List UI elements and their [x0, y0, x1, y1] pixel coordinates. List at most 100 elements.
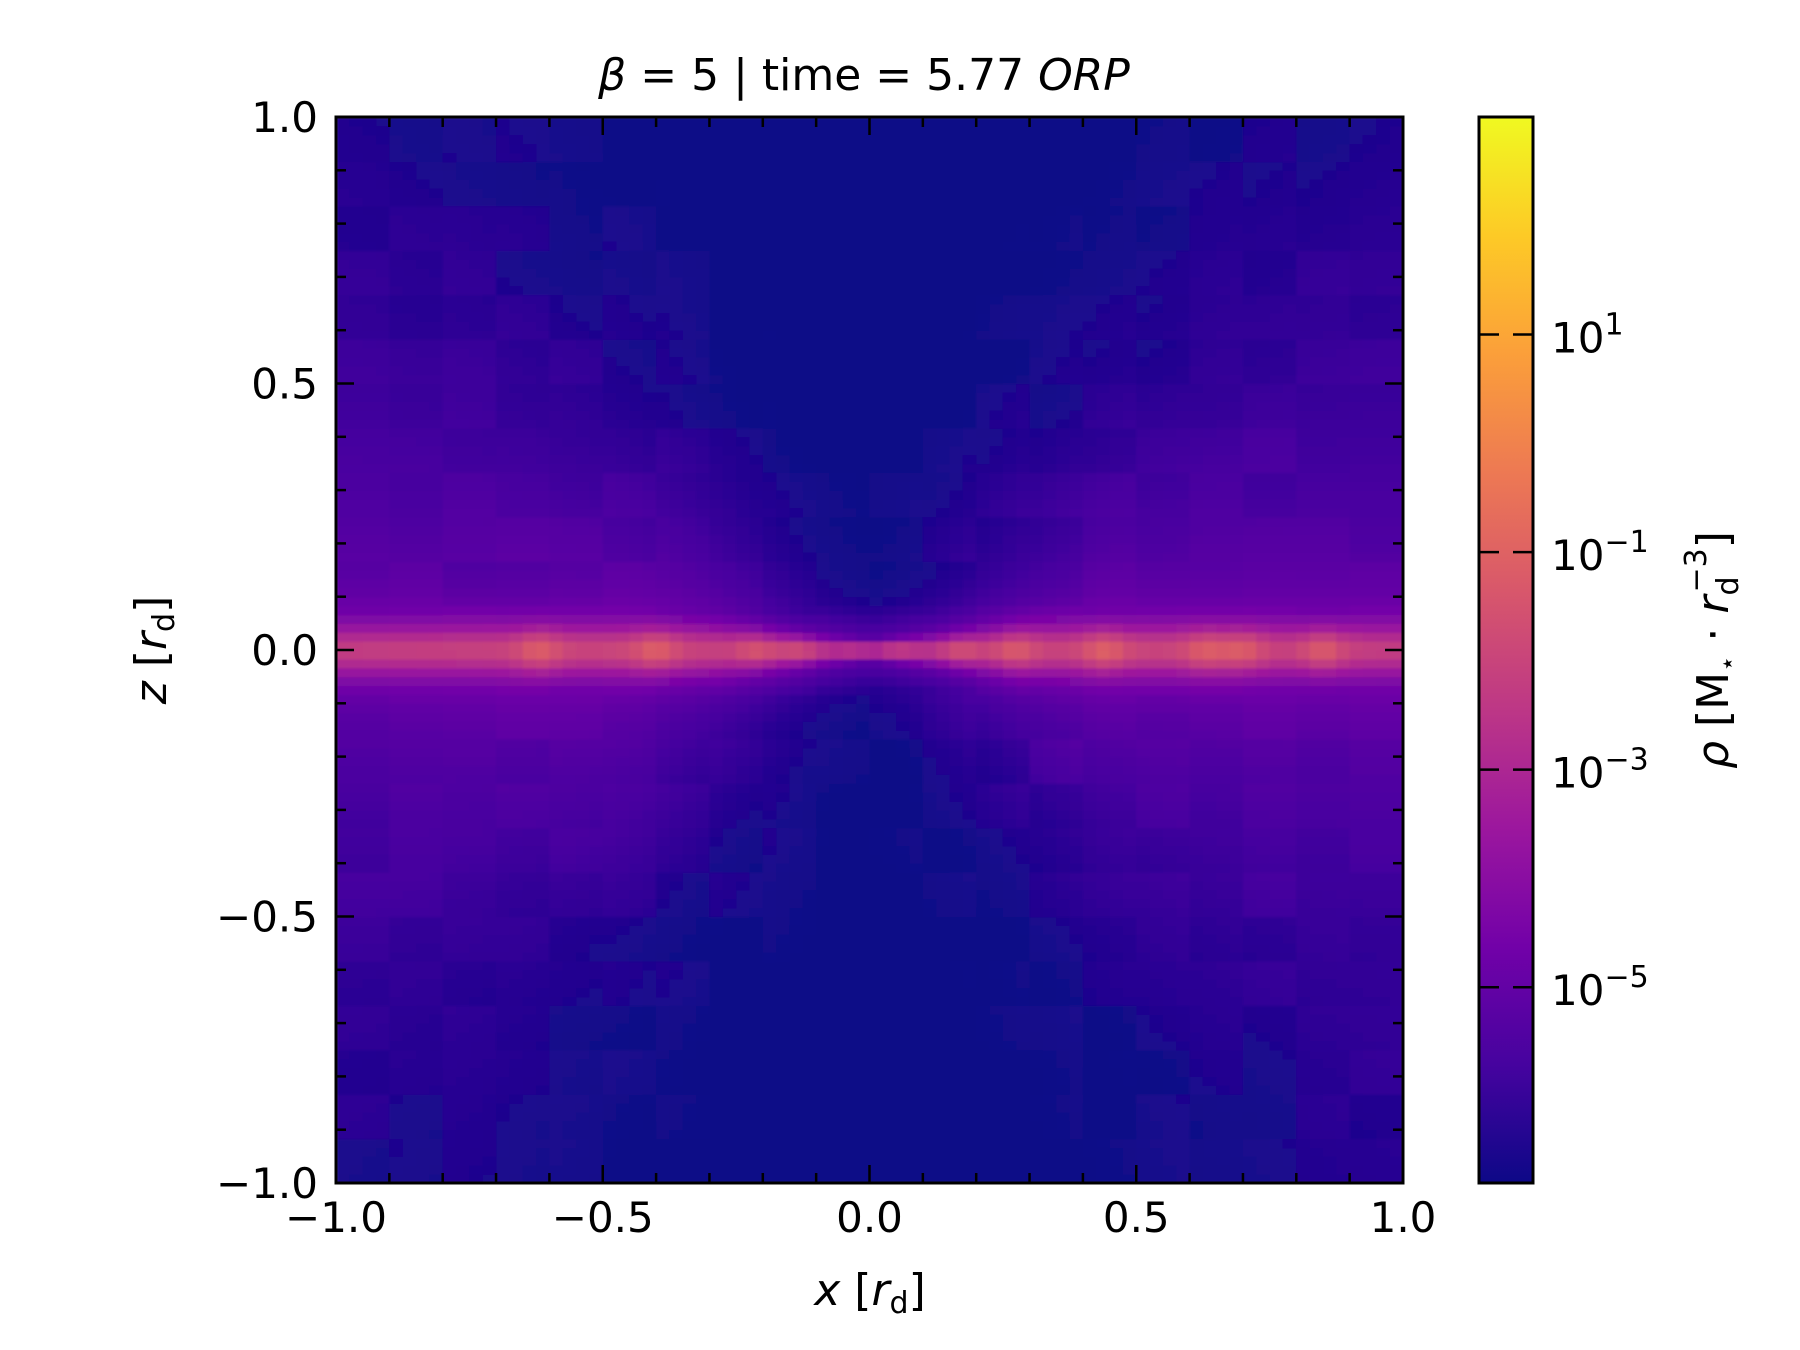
- heatmap-cell: [442, 179, 457, 189]
- heatmap-cell: [442, 214, 457, 225]
- heatmap-cell: [856, 969, 871, 980]
- heatmap-cell: [642, 330, 657, 340]
- heatmap-cell: [389, 1031, 404, 1042]
- heatmap-cell: [642, 516, 657, 527]
- heatmap-cell: [816, 774, 831, 784]
- heatmap-cell: [789, 1058, 804, 1069]
- heatmap-cell: [829, 898, 844, 909]
- heatmap-cell: [856, 312, 871, 322]
- heatmap-cell: [482, 827, 497, 838]
- heatmap-cell: [509, 205, 524, 216]
- heatmap-cell: [776, 712, 791, 722]
- heatmap-cell: [589, 1111, 604, 1122]
- heatmap-cell: [496, 454, 510, 465]
- heatmap-cell: [402, 1174, 417, 1184]
- heatmap-cell: [682, 534, 697, 544]
- heatmap-cell: [616, 756, 631, 767]
- heatmap-cell: [536, 374, 550, 385]
- heatmap-cell: [509, 481, 524, 491]
- heatmap-cell: [442, 570, 457, 580]
- heatmap-cell: [336, 1103, 350, 1113]
- heatmap-cell: [389, 339, 404, 349]
- heatmap-cell: [829, 658, 844, 669]
- heatmap-cell: [776, 419, 791, 429]
- heatmap-cell: [456, 969, 470, 980]
- heatmap-cell: [362, 125, 377, 136]
- heatmap-cell: [562, 916, 577, 926]
- heatmap-cell: [709, 454, 724, 465]
- heatmap-cell: [829, 481, 844, 491]
- heatmap-cell: [856, 276, 871, 287]
- heatmap-cell: [882, 1138, 897, 1149]
- heatmap-cell: [376, 427, 390, 438]
- heatmap-cell: [549, 756, 564, 767]
- heatmap-cell: [682, 410, 697, 420]
- heatmap-cell: [442, 1040, 457, 1051]
- heatmap-cell: [496, 854, 510, 864]
- heatmap-cell: [336, 969, 350, 980]
- heatmap-cell: [616, 1094, 631, 1104]
- heatmap-cell: [829, 1156, 844, 1166]
- heatmap-cell: [429, 729, 444, 740]
- heatmap-cell: [642, 738, 657, 749]
- heatmap-cell: [402, 339, 417, 349]
- heatmap-cell: [576, 454, 591, 465]
- heatmap-cell: [536, 907, 550, 918]
- heatmap-cell: [509, 880, 524, 891]
- heatmap-cell: [482, 1111, 497, 1122]
- heatmap-cell: [682, 809, 697, 820]
- heatmap-cell: [749, 854, 764, 864]
- heatmap-cell: [536, 774, 550, 784]
- heatmap-cell: [402, 1023, 417, 1033]
- heatmap-cell: [789, 490, 804, 500]
- heatmap-cell: [802, 250, 817, 260]
- heatmap-cell: [802, 117, 817, 127]
- heatmap-cell: [602, 978, 617, 989]
- heatmap-cell: [829, 561, 844, 571]
- heatmap-cell: [389, 596, 404, 607]
- heatmap-cell: [416, 996, 430, 1006]
- heatmap-cell: [482, 268, 497, 278]
- heatmap-cell: [869, 703, 884, 713]
- heatmap-cell: [829, 960, 844, 971]
- heatmap-cell: [456, 641, 470, 651]
- heatmap-cell: [536, 259, 550, 269]
- heatmap-cell: [349, 214, 364, 225]
- heatmap-cell: [469, 1005, 484, 1015]
- heatmap-cell: [669, 809, 684, 820]
- heatmap-cell: [856, 117, 871, 127]
- heatmap-cell: [816, 570, 831, 580]
- heatmap-cell: [389, 969, 404, 980]
- heatmap-cell: [882, 854, 897, 864]
- heatmap-cell: [576, 250, 591, 260]
- heatmap-cell: [416, 1023, 430, 1033]
- heatmap-cell: [376, 312, 390, 322]
- heatmap-cell: [789, 188, 804, 198]
- heatmap-cell: [776, 250, 791, 260]
- heatmap-cell: [856, 285, 871, 296]
- heatmap-cell: [709, 596, 724, 607]
- heatmap-cell: [762, 978, 777, 989]
- heatmap-cell: [402, 330, 417, 340]
- heatmap-cell: [789, 481, 804, 491]
- heatmap-cell: [802, 321, 817, 331]
- heatmap-cell: [642, 1120, 657, 1131]
- heatmap-cell: [562, 445, 577, 456]
- heatmap-cell: [482, 534, 497, 544]
- heatmap-cell: [509, 339, 524, 349]
- heatmap-cell: [789, 1094, 804, 1104]
- heatmap-cell: [429, 205, 444, 216]
- heatmap-cell: [602, 854, 617, 864]
- heatmap-cell: [536, 1049, 550, 1060]
- heatmap-cell: [402, 179, 417, 189]
- heatmap-cell: [869, 605, 884, 616]
- heatmap-cell: [736, 783, 751, 793]
- heatmap-cell: [402, 436, 417, 447]
- heatmap-cell: [549, 561, 564, 571]
- heatmap-cell: [642, 241, 657, 251]
- heatmap-cell: [776, 188, 791, 198]
- heatmap-cell: [736, 1014, 751, 1024]
- heatmap-cell: [482, 365, 497, 376]
- heatmap-cell: [856, 481, 871, 491]
- heatmap-cell: [682, 801, 697, 811]
